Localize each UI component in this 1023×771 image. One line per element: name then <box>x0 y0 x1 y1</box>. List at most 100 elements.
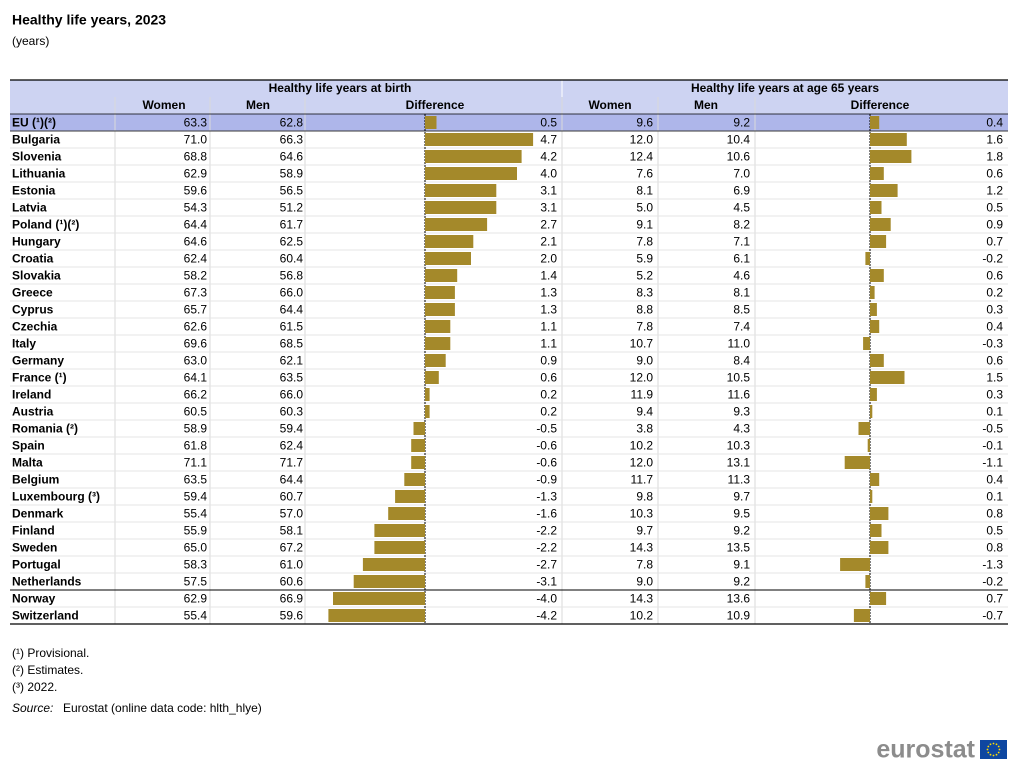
country: Latvia <box>12 201 47 215</box>
cell-value: 9.1 <box>733 558 750 572</box>
cell-value: 58.9 <box>184 422 208 436</box>
cell-value: -1.1 <box>982 456 1003 470</box>
cell-value: -3.1 <box>536 575 557 589</box>
cell-value: 4.6 <box>733 269 750 283</box>
difference-bar <box>863 337 870 350</box>
cell-value: 3.1 <box>540 184 557 198</box>
cell-value: 0.6 <box>986 167 1003 181</box>
cell-value: 59.6 <box>280 609 304 623</box>
cell-value: 62.9 <box>184 167 208 181</box>
cell-value: 58.1 <box>280 524 304 538</box>
difference-bar <box>425 167 517 180</box>
cell-value: 63.5 <box>280 371 304 385</box>
cell-value: 0.9 <box>986 218 1003 232</box>
source-label: Source: <box>12 701 53 715</box>
cell-value: 68.8 <box>184 150 208 164</box>
logo-flag <box>980 740 1007 759</box>
cell-value: 62.9 <box>184 592 208 606</box>
difference-bar <box>870 473 880 486</box>
cell-value: 64.6 <box>280 150 304 164</box>
cell-value: 12.4 <box>630 150 654 164</box>
group-header: Healthy life years at age 65 years <box>691 81 879 95</box>
cell-value: 9.2 <box>733 575 750 589</box>
cell-value: 66.0 <box>280 286 304 300</box>
cell-value: 65.7 <box>184 303 208 317</box>
cell-value: 62.5 <box>280 235 304 249</box>
difference-bar <box>362 558 425 571</box>
cell-value: -0.2 <box>982 575 1003 589</box>
country: Portugal <box>12 558 61 572</box>
cell-value: 9.8 <box>636 490 653 504</box>
country: Croatia <box>12 252 54 266</box>
cell-value: 63.3 <box>184 116 208 130</box>
difference-bar <box>425 184 497 197</box>
cell-value: 0.8 <box>986 541 1003 555</box>
difference-bar <box>328 609 425 622</box>
cell-value: 56.8 <box>280 269 304 283</box>
difference-bar <box>425 252 471 265</box>
difference-bar <box>425 150 522 163</box>
cell-value: -1.3 <box>536 490 557 504</box>
cell-value: 61.0 <box>280 558 304 572</box>
cell-value: 11.0 <box>728 337 751 351</box>
cell-value: -4.0 <box>536 592 557 606</box>
cell-value: 2.1 <box>540 235 557 249</box>
cell-value: 7.4 <box>733 320 750 334</box>
difference-bar <box>374 541 425 554</box>
cell-value: 55.4 <box>184 609 208 623</box>
country: France (¹) <box>12 371 67 385</box>
country: Slovenia <box>12 150 62 164</box>
difference-bar <box>870 320 880 333</box>
cell-value: 7.8 <box>636 235 653 249</box>
footnote: (¹) Provisional. <box>12 646 89 660</box>
country: Luxembourg (³) <box>12 490 100 504</box>
difference-bar <box>374 524 425 537</box>
cell-value: 0.1 <box>986 405 1003 419</box>
cell-value: 0.2 <box>540 405 557 419</box>
title: Healthy life years, 2023 <box>12 12 166 28</box>
column-header: Difference <box>851 98 910 112</box>
cell-value: 1.4 <box>540 269 557 283</box>
cell-value: 5.9 <box>636 252 653 266</box>
cell-value: 55.4 <box>184 507 208 521</box>
cell-value: -0.7 <box>982 609 1003 623</box>
difference-bar <box>870 354 884 367</box>
difference-bar <box>404 473 425 486</box>
cell-value: 0.4 <box>986 473 1003 487</box>
country: Spain <box>12 439 45 453</box>
cell-value: 0.5 <box>986 201 1003 215</box>
cell-value: 1.8 <box>986 150 1003 164</box>
difference-bar <box>425 116 437 129</box>
column-header: Women <box>142 98 185 112</box>
cell-value: 56.5 <box>280 184 304 198</box>
cell-value: 61.7 <box>280 218 304 232</box>
cell-value: -0.3 <box>982 337 1003 351</box>
cell-value: 4.7 <box>540 133 557 147</box>
cell-value: 62.8 <box>280 116 304 130</box>
difference-bar <box>425 235 474 248</box>
cell-value: 13.1 <box>727 456 751 470</box>
difference-bar <box>870 150 912 163</box>
country: Poland (¹)(²) <box>12 218 79 232</box>
difference-bar <box>425 133 534 146</box>
cell-value: 8.5 <box>733 303 750 317</box>
footnote: (²) Estimates. <box>12 663 83 677</box>
cell-value: 10.6 <box>727 150 751 164</box>
cell-value: -2.2 <box>536 524 557 538</box>
country: Italy <box>12 337 36 351</box>
cell-value: 0.2 <box>540 388 557 402</box>
cell-value: 60.4 <box>280 252 304 266</box>
cell-value: 57.0 <box>280 507 304 521</box>
cell-value: 60.3 <box>280 405 304 419</box>
difference-bar <box>870 405 873 418</box>
cell-value: 0.3 <box>986 388 1003 402</box>
cell-value: 11.6 <box>728 388 751 402</box>
cell-value: 67.2 <box>280 541 304 555</box>
cell-value: 58.9 <box>280 167 304 181</box>
cell-value: 62.4 <box>184 252 208 266</box>
difference-bar <box>870 303 877 316</box>
cell-value: 57.5 <box>184 575 208 589</box>
cell-value: 1.3 <box>540 286 557 300</box>
cell-value: 4.5 <box>733 201 750 215</box>
cell-value: 61.5 <box>280 320 304 334</box>
